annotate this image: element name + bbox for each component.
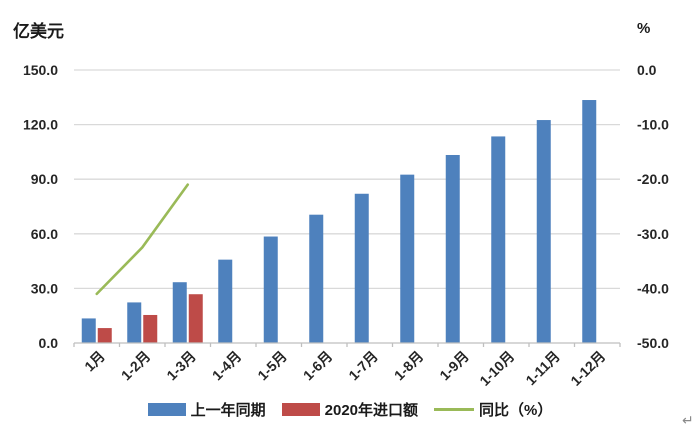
bar-last-year-period	[81, 318, 96, 343]
x-tick-label: 1-11月	[522, 348, 562, 388]
y-right-tick-label: -40.0	[637, 280, 669, 296]
legend-swatch-blue-bar	[147, 403, 186, 416]
y-left-tick-label: 150.0	[23, 62, 58, 78]
bar-last-year-period	[400, 174, 415, 343]
bar-last-year-period	[491, 136, 506, 343]
left-axis-title: 亿美元	[13, 22, 64, 41]
bar-2020-imports	[143, 314, 158, 343]
y-left-tick-label: 30.0	[31, 280, 58, 296]
return-mark-icon: ↵	[682, 412, 694, 428]
legend-swatch-green-line	[434, 408, 475, 411]
bar-last-year-period	[582, 100, 597, 343]
legend-label-yoy: 同比（%）	[479, 402, 553, 419]
x-tick-label: 1月	[81, 348, 108, 375]
y-left-tick-label: 0.0	[39, 335, 59, 351]
bar-last-year-period	[218, 259, 233, 343]
bar-2020-imports	[97, 328, 112, 343]
x-tick-label: 1-12月	[567, 348, 608, 389]
y-right-tick-label: -10.0	[637, 117, 669, 133]
legend-item-last-year: 上一年同期	[147, 399, 266, 420]
legend-label-2020-imports: 2020年进口额	[324, 402, 419, 419]
right-axis-title: %	[637, 20, 651, 37]
y-left-tick-label: 60.0	[31, 226, 58, 242]
y-right-tick-label: -50.0	[637, 335, 669, 351]
x-tick-label: 1-9月	[436, 348, 472, 384]
bar-last-year-period	[445, 154, 460, 343]
bar-2020-imports	[188, 294, 203, 343]
x-tick-label: 1-5月	[254, 348, 290, 384]
bar-last-year-period	[172, 282, 187, 343]
legend-swatch-red-bar	[281, 403, 320, 416]
x-tick-label: 1-3月	[163, 348, 199, 384]
y-right-tick-label: -30.0	[637, 226, 669, 242]
x-tick-label: 1-4月	[209, 348, 245, 384]
legend-item-yoy: 同比（%）	[434, 399, 552, 420]
x-tick-label: 1-7月	[345, 348, 381, 384]
y-right-tick-label: -20.0	[637, 171, 669, 187]
legend-item-2020-imports: 2020年进口额	[281, 399, 419, 420]
x-tick-label: 1-6月	[300, 348, 336, 384]
y-left-tick-label: 120.0	[23, 117, 58, 133]
yoy-trend-line	[95, 183, 190, 296]
legend-label-last-year: 上一年同期	[190, 402, 266, 419]
bar-last-year-period	[263, 236, 278, 343]
x-tick-label: 1-2月	[118, 348, 154, 384]
bar-last-year-period	[127, 302, 142, 343]
bar-last-year-period	[536, 120, 551, 343]
bar-last-year-period	[354, 193, 369, 343]
y-left-tick-label: 90.0	[31, 171, 58, 187]
x-tick-label: 1-10月	[476, 348, 517, 389]
x-tick-label: 1-8月	[391, 348, 427, 384]
chart-legend: 上一年同期 2020年进口额 同比（%）	[0, 399, 700, 420]
y-right-tick-label: 0.0	[637, 62, 657, 78]
bar-last-year-period	[309, 214, 324, 343]
